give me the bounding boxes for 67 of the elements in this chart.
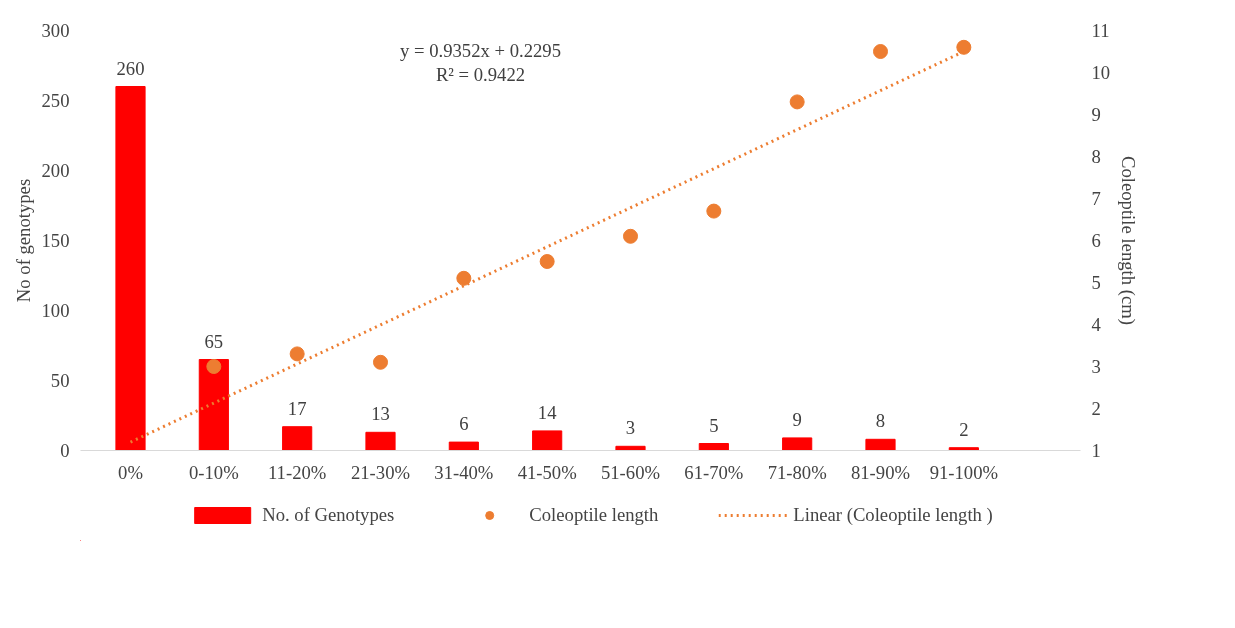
y2-tick-label: 8 xyxy=(1091,146,1101,167)
point xyxy=(206,359,222,374)
data-label: 5 xyxy=(709,414,719,436)
y2-tick-label: 7 xyxy=(1091,188,1101,209)
x-tick-label: 0-10% xyxy=(188,461,239,483)
y-tick-label: 250 xyxy=(41,90,70,111)
y2-tick-label: 9 xyxy=(1091,104,1101,125)
y2-tick-label: 3 xyxy=(1091,356,1101,377)
legend-label: Linear (Coleoptile length ) xyxy=(793,504,993,526)
y-tick-label: 200 xyxy=(41,160,70,181)
data-label: 2 xyxy=(959,418,969,440)
bar xyxy=(865,438,896,451)
bar xyxy=(282,426,313,451)
data-label: 260 xyxy=(116,57,145,79)
data-label: 13 xyxy=(371,403,390,425)
bar xyxy=(532,430,563,451)
data-label: 14 xyxy=(537,401,558,423)
y2-tick-label: 10 xyxy=(1091,62,1111,83)
y2-tick-label: 1 xyxy=(1091,440,1101,461)
y-axis-title: No of genotypes xyxy=(12,178,34,303)
bar xyxy=(198,359,229,451)
x-tick-label: 91-100% xyxy=(929,461,999,483)
data-label: 9 xyxy=(792,408,802,430)
y-tick-label: 150 xyxy=(41,230,70,251)
y2-tick-label: 5 xyxy=(1091,272,1101,293)
bar xyxy=(448,441,479,451)
x-tick-label: 51-60% xyxy=(600,461,661,483)
point xyxy=(873,44,888,59)
y2-tick-label: 2 xyxy=(1091,398,1101,419)
point xyxy=(789,94,805,110)
legend-label: Coleoptile length xyxy=(529,504,659,526)
annotation: R² = 0.9422 xyxy=(435,63,526,85)
x-tick-label: 21-30% xyxy=(350,461,411,483)
annotation: y = 0.9352x + 0.2295 xyxy=(400,39,561,61)
point xyxy=(539,254,555,269)
y-tick-label: 300 xyxy=(41,20,70,41)
data-label: 3 xyxy=(625,417,636,439)
bar xyxy=(948,447,979,451)
bar xyxy=(698,443,729,451)
bar xyxy=(365,431,396,451)
point xyxy=(456,270,472,286)
bar xyxy=(782,437,813,451)
x-tick-label: 71-80% xyxy=(767,461,827,483)
point xyxy=(956,39,972,55)
y2-tick-label: 11 xyxy=(1091,20,1110,41)
bar xyxy=(115,86,146,451)
y-tick-label: 50 xyxy=(50,370,70,391)
y2-tick-label: 6 xyxy=(1091,230,1101,251)
point xyxy=(623,228,638,244)
x-tick-label: 31-40% xyxy=(434,461,494,483)
point xyxy=(373,354,388,370)
data-label: 65 xyxy=(204,330,224,352)
y2-tick-label: 4 xyxy=(1091,314,1102,335)
data-label: 6 xyxy=(459,413,469,435)
point xyxy=(289,346,305,362)
x-tick-label: 41-50% xyxy=(517,461,577,483)
data-label: 8 xyxy=(875,410,886,432)
y-tick-label: 100 xyxy=(41,300,70,321)
y2-axis-title: Coleoptile length (cm) xyxy=(1117,156,1140,325)
x-tick-label: 0% xyxy=(118,461,143,483)
point xyxy=(706,203,722,219)
y-tick-label: 0 xyxy=(60,440,70,461)
legend-label: No. of Genotypes xyxy=(262,504,395,526)
x-tick-label: 11-20% xyxy=(267,461,327,483)
x-tick-label: 61-70% xyxy=(684,461,744,483)
x-tick-label: 81-90% xyxy=(850,461,911,483)
data-label: 17 xyxy=(287,397,307,419)
